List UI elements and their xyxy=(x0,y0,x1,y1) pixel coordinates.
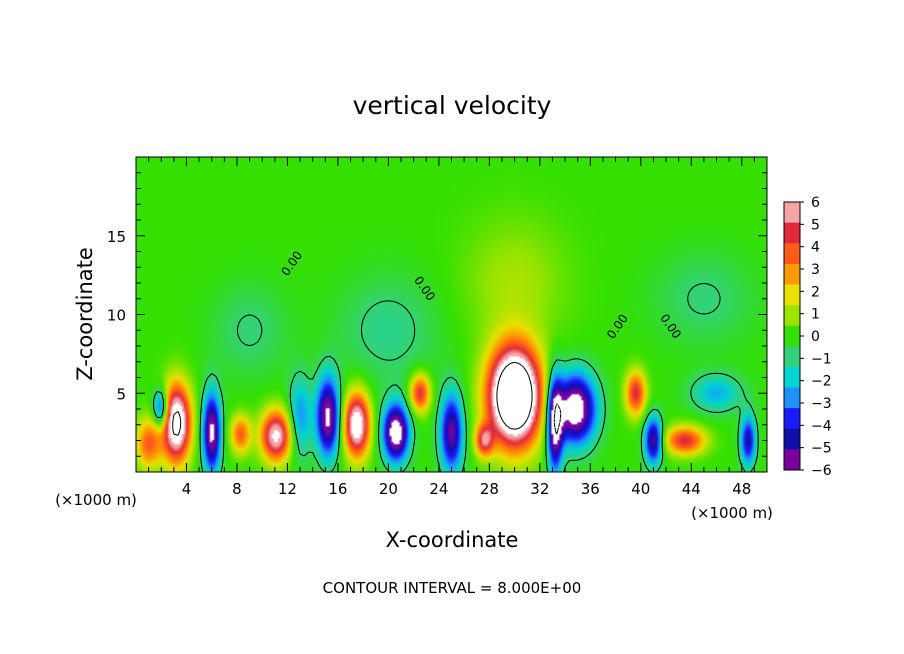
zero-contour-lines xyxy=(153,283,759,473)
y-tick-label: 10 xyxy=(107,307,126,325)
contour-interval-note: CONTOUR INTERVAL = 8.000E+00 xyxy=(323,579,582,597)
colorbar-label: −3 xyxy=(811,396,832,412)
colorbar-swatch xyxy=(784,346,800,368)
colorbar-label: 1 xyxy=(811,307,820,323)
x-tick-label: 16 xyxy=(328,480,347,498)
colorbar-swatch xyxy=(784,222,800,244)
y-axis: 5 10 15 xyxy=(107,172,767,457)
y-axis-label: Z-coordinate xyxy=(73,247,97,381)
colorbar-swatch xyxy=(784,305,800,327)
y-tick-label: 5 xyxy=(116,385,126,403)
colorbar-label: 4 xyxy=(811,240,820,256)
chart-title: vertical velocity xyxy=(353,91,552,120)
colorbar-label: −1 xyxy=(811,351,832,367)
colorbar-swatch xyxy=(784,428,800,450)
colorbar-swatch xyxy=(784,325,800,347)
colorbar-label: −5 xyxy=(811,441,832,457)
colorbar: 6 5 4 3 2 1 0 −1 −2 −3 −4 −5 −6 xyxy=(783,195,832,479)
negative-contour xyxy=(553,403,562,435)
colorbar-swatch xyxy=(784,243,800,265)
plot-area: 0.000.000.00 0.00 xyxy=(135,156,768,473)
colorbar-swatch xyxy=(784,408,800,430)
x-tick-label: 20 xyxy=(379,480,398,498)
colorbar-swatch xyxy=(784,449,800,471)
colorbar-label: −6 xyxy=(811,463,832,479)
colorbar-label: 3 xyxy=(811,262,820,278)
contour-line xyxy=(172,361,533,436)
colorbar-swatch xyxy=(784,263,800,285)
colorbar-swatch xyxy=(784,202,800,224)
y-tick-label: 15 xyxy=(107,228,126,246)
x-tick-label: 48 xyxy=(732,480,751,498)
x-units-right: (×1000 m) xyxy=(691,504,773,522)
x-axis-label: X-coordinate xyxy=(386,528,519,552)
colorbar-label: 0 xyxy=(811,329,820,345)
colorbar-label: −2 xyxy=(811,374,832,390)
x-tick-label: 28 xyxy=(480,480,499,498)
x-units-left: (×1000 m) xyxy=(55,491,137,509)
x-tick-label: 40 xyxy=(631,480,650,498)
x-tick-label: 12 xyxy=(278,480,297,498)
x-tick-label: 24 xyxy=(429,480,448,498)
colorbar-label: 6 xyxy=(811,195,820,211)
x-tick-label: 44 xyxy=(682,480,701,498)
colorbar-label: 5 xyxy=(811,217,820,233)
x-tick-label: 4 xyxy=(182,480,192,498)
contour-line xyxy=(153,283,759,473)
x-tick-label: 32 xyxy=(530,480,549,498)
velocity-field xyxy=(136,157,767,472)
x-axis: 4 8 12 16 20 24 28 32 36 40 44 48 xyxy=(148,157,755,498)
colorbar-label: −4 xyxy=(811,418,832,434)
colorbar-swatch xyxy=(784,284,800,306)
x-tick-label: 36 xyxy=(581,480,600,498)
colorbar-label: 2 xyxy=(811,284,820,300)
colorbar-swatch xyxy=(784,366,800,389)
x-tick-label: 8 xyxy=(232,480,242,498)
colorbar-swatch xyxy=(784,387,800,409)
